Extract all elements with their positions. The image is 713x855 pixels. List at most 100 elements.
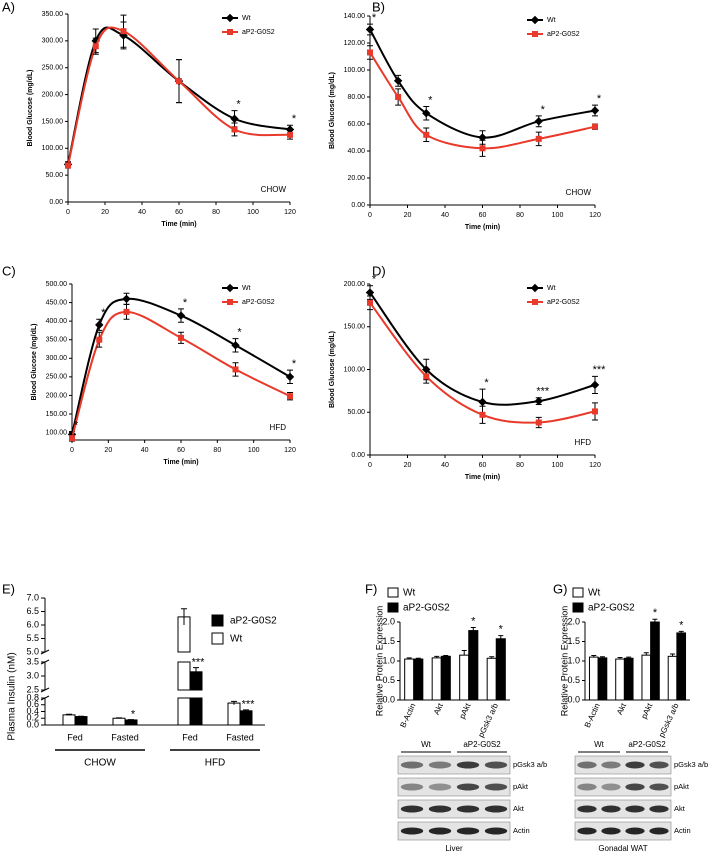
bar — [495, 638, 506, 701]
point — [92, 43, 99, 50]
error-bar — [498, 635, 504, 639]
y-tick-label: 150.00 — [42, 118, 64, 125]
blot-band — [649, 761, 669, 769]
bar — [177, 661, 191, 691]
point — [225, 13, 235, 23]
legend-label: aP2-G0S2 — [588, 603, 635, 614]
point — [534, 117, 543, 126]
point — [367, 299, 373, 306]
blot-group-label: Wt — [594, 740, 605, 749]
significance: *** — [242, 699, 256, 711]
blot-row-label: pAkt — [513, 782, 529, 791]
panel-label: E) — [2, 581, 15, 596]
blot-row-label: pAkt — [674, 782, 690, 791]
y-tick-label: 0.00 — [351, 202, 365, 209]
y-tick-label: 0.6 — [26, 699, 39, 709]
x-tick-label: 120 — [589, 462, 601, 469]
significance: * — [471, 615, 476, 627]
bar — [650, 621, 660, 701]
blot-band — [400, 783, 424, 791]
point — [176, 78, 182, 85]
x-axis-label: Time (min) — [465, 224, 500, 231]
y-tick-label: 3.0 — [26, 670, 39, 680]
significance: * — [237, 327, 242, 339]
blot-band — [601, 761, 621, 769]
point — [590, 380, 600, 390]
legend-swatch — [387, 602, 399, 613]
x-tick-label: 60 — [175, 209, 183, 216]
bar — [597, 657, 608, 701]
blot-row-label: Actin — [513, 826, 530, 835]
y-tick-label: 150.00 — [344, 324, 366, 331]
y-tick-label: 250.00 — [42, 65, 64, 72]
x-tick-label: 0 — [70, 447, 74, 454]
group-label: CHOW — [84, 758, 116, 769]
bar — [459, 654, 470, 701]
series-line — [369, 29, 596, 139]
bar — [404, 658, 415, 701]
x-tick-label: Fasted — [226, 732, 254, 742]
legend-label: aP2-G0S2 — [547, 31, 580, 38]
x-tick-label: Akt — [432, 701, 445, 716]
blot-band — [601, 805, 621, 813]
significance: * — [292, 358, 297, 370]
significance: * — [101, 307, 106, 319]
panel-label: D) — [372, 263, 386, 278]
annotation: CHOW — [261, 185, 287, 194]
y-tick-label: 250.00 — [46, 374, 68, 381]
y-tick-label: 20.00 — [347, 175, 365, 182]
point — [96, 336, 103, 343]
blot-band — [577, 805, 597, 813]
point — [478, 397, 487, 407]
blot-band — [577, 783, 597, 791]
point — [393, 76, 403, 86]
x-tick-label: 100 — [552, 462, 564, 469]
significance: * — [183, 297, 188, 309]
annotation: HFD — [270, 423, 287, 432]
blot-band — [649, 827, 669, 835]
significance: * — [679, 619, 684, 631]
x-tick-label: 60 — [177, 447, 185, 454]
blot-band — [400, 827, 424, 835]
y-tick-label: 400.00 — [46, 318, 68, 325]
error-bar — [470, 626, 476, 631]
bar — [124, 719, 138, 726]
y-tick-label: 0.0 — [382, 694, 395, 704]
x-tick-label: B-Actin — [583, 702, 602, 729]
x-tick-label: Fed — [182, 732, 198, 742]
x-tick-label: Fed — [67, 732, 83, 742]
point — [395, 94, 402, 100]
point — [590, 106, 600, 115]
y-tick-label: 150.00 — [46, 411, 68, 418]
blot-band — [625, 827, 645, 835]
blot-band — [484, 783, 508, 791]
y-axis-label: Blood Glucose (mg/dL) — [31, 324, 38, 401]
panel-label: F) — [365, 581, 377, 596]
point — [535, 419, 542, 426]
blot-band — [625, 805, 645, 813]
blot-band — [428, 827, 452, 835]
y-tick-label: 7.0 — [26, 592, 39, 602]
y-axis-label: Relative Protein Expression — [374, 606, 384, 717]
y-axis-label: Relative Protein Expression — [559, 606, 569, 717]
x-tick-label: 60 — [479, 212, 487, 219]
blot-band — [456, 783, 480, 791]
point — [479, 145, 486, 152]
bar — [468, 630, 479, 701]
error-bar — [243, 709, 249, 712]
legend-swatch — [387, 587, 399, 598]
blot-band — [625, 761, 645, 769]
x-tick-label: 60 — [479, 462, 487, 469]
blot-row — [397, 777, 511, 797]
significance: * — [74, 419, 79, 431]
y-tick-label: 300.00 — [46, 355, 68, 362]
x-tick-label: Fasted — [111, 732, 139, 742]
y-tick-label: 500.00 — [46, 281, 68, 288]
point — [227, 29, 233, 35]
y-tick-label: 100.00 — [344, 366, 366, 373]
x-axis-label: Time (min) — [163, 459, 198, 466]
x-tick-label: 40 — [441, 462, 449, 469]
y-tick-label: 350.00 — [42, 11, 64, 18]
blot-row-label: pGsk3 a/b — [513, 760, 547, 769]
error-bar — [652, 618, 658, 622]
